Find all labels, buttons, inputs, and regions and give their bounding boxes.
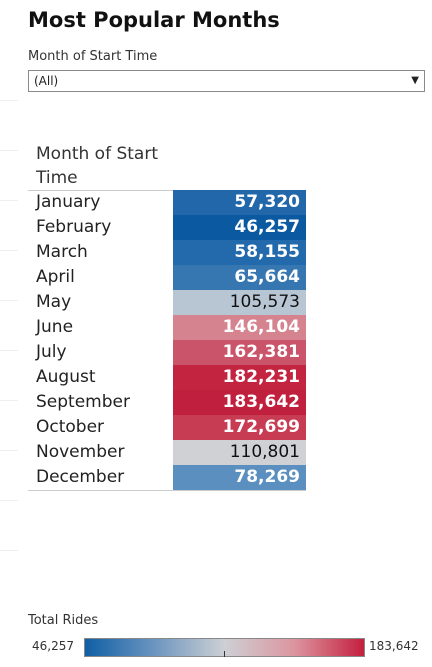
rides-value-cell[interactable]: 183,642 bbox=[173, 390, 306, 415]
month-label: January bbox=[36, 192, 101, 212]
rides-value-cell[interactable]: 65,664 bbox=[173, 265, 306, 290]
legend-min-label: 46,257 bbox=[32, 639, 74, 653]
legend-title: Total Rides bbox=[28, 613, 99, 628]
month-label: May bbox=[36, 292, 72, 312]
edge-tick bbox=[0, 150, 18, 151]
chevron-down-icon[interactable]: ▼ bbox=[411, 75, 419, 86]
month-label: November bbox=[36, 442, 125, 462]
left-edge-ticks bbox=[0, 0, 20, 667]
table-row[interactable]: May 105,573 bbox=[28, 290, 306, 315]
table-column-header: Month of Start Time bbox=[36, 144, 159, 188]
highlight-table: January 57,320 February 46,257 March 58,155 Ap… bbox=[28, 190, 306, 490]
rides-value-cell[interactable]: 172,699 bbox=[173, 415, 306, 440]
table-row[interactable]: March 58,155 bbox=[28, 240, 306, 265]
month-label: April bbox=[36, 267, 75, 287]
edge-tick bbox=[0, 500, 18, 501]
month-label: October bbox=[36, 417, 105, 437]
table-row[interactable]: April 65,664 bbox=[28, 265, 306, 290]
month-label: July bbox=[36, 342, 67, 362]
header-divider bbox=[28, 190, 306, 191]
edge-tick bbox=[0, 550, 18, 551]
table-row[interactable]: November 110,801 bbox=[28, 440, 306, 465]
table-row[interactable]: July 162,381 bbox=[28, 340, 306, 365]
month-label: March bbox=[36, 242, 88, 262]
edge-tick bbox=[0, 300, 18, 301]
dashboard-title: Most Popular Months bbox=[28, 8, 280, 32]
rides-value-cell[interactable]: 57,320 bbox=[173, 190, 306, 215]
table-row[interactable]: August 182,231 bbox=[28, 365, 306, 390]
table-row[interactable]: June 146,104 bbox=[28, 315, 306, 340]
month-label: June bbox=[36, 317, 74, 337]
filter-selected-value: (All) bbox=[34, 74, 59, 88]
edge-tick bbox=[0, 250, 18, 251]
edge-tick bbox=[0, 400, 18, 401]
table-row[interactable]: February 46,257 bbox=[28, 215, 306, 240]
rides-value-cell[interactable]: 110,801 bbox=[173, 440, 306, 465]
filter-label: Month of Start Time bbox=[28, 49, 158, 64]
edge-tick bbox=[0, 200, 18, 201]
edge-tick bbox=[0, 100, 18, 101]
table-row[interactable]: October 172,699 bbox=[28, 415, 306, 440]
rides-value-cell[interactable]: 58,155 bbox=[173, 240, 306, 265]
rides-value-cell[interactable]: 162,381 bbox=[173, 340, 306, 365]
month-label: December bbox=[36, 467, 125, 487]
rides-value-cell[interactable]: 182,231 bbox=[173, 365, 306, 390]
table-row[interactable]: January 57,320 bbox=[28, 190, 306, 215]
rides-value-cell[interactable]: 78,269 bbox=[173, 465, 306, 490]
legend-mid-tick bbox=[224, 651, 225, 657]
legend-max-label: 183,642 bbox=[369, 639, 419, 653]
table-row[interactable]: September 183,642 bbox=[28, 390, 306, 415]
month-label: September bbox=[36, 392, 130, 412]
rides-value-cell[interactable]: 105,573 bbox=[173, 290, 306, 315]
rides-value-cell[interactable]: 146,104 bbox=[173, 315, 306, 340]
edge-tick bbox=[0, 450, 18, 451]
month-label: February bbox=[36, 217, 112, 237]
edge-tick bbox=[0, 350, 18, 351]
table-bottom-divider bbox=[28, 490, 306, 491]
month-filter-dropdown[interactable]: (All) ▼ bbox=[28, 70, 425, 92]
color-legend-gradient bbox=[84, 638, 365, 657]
rides-value-cell[interactable]: 46,257 bbox=[173, 215, 306, 240]
month-label: August bbox=[36, 367, 96, 387]
table-row[interactable]: December 78,269 bbox=[28, 465, 306, 490]
